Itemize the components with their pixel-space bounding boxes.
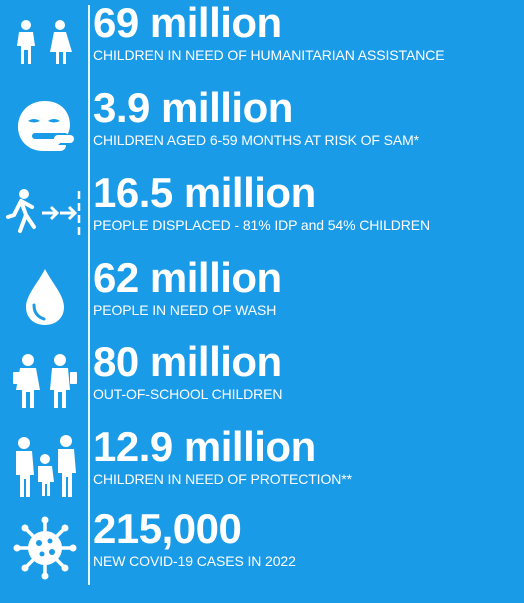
- stat-row: 215,000 NEW COVID-19 CASES IN 2022: [0, 508, 524, 588]
- stat-label: OUT-OF-SCHOOL CHILDREN: [93, 386, 283, 402]
- water-drop-icon: [4, 257, 86, 337]
- stat-row: 69 million CHILDREN IN NEED OF HUMANITAR…: [0, 2, 524, 82]
- stat-row: 16.5 million PEOPLE DISPLACED - 81% IDP …: [0, 172, 524, 252]
- stat-value: 12.9 million: [93, 423, 316, 470]
- stat-value: 16.5 million: [93, 169, 316, 216]
- stat-label: CHILDREN AGED 6-59 MONTHS AT RISK OF SAM…: [93, 132, 420, 148]
- displaced-person-icon: [4, 172, 86, 252]
- stat-row: 12.9 million CHILDREN IN NEED OF PROTECT…: [0, 426, 524, 506]
- stat-label: PEOPLE DISPLACED - 81% IDP and 54% CHILD…: [93, 217, 431, 233]
- divider-line: [88, 5, 90, 585]
- stat-value: 3.9 million: [93, 84, 293, 131]
- children-icon: [4, 2, 86, 82]
- stat-value: 62 million: [93, 254, 282, 301]
- stat-label: NEW COVID-19 CASES IN 2022: [93, 553, 296, 569]
- stat-label: CHILDREN IN NEED OF HUMANITARIAN ASSISTA…: [93, 47, 445, 63]
- stat-label: CHILDREN IN NEED OF PROTECTION**: [93, 471, 352, 487]
- stat-label: PEOPLE IN NEED OF WASH: [93, 302, 277, 318]
- stat-value: 215,000: [93, 505, 242, 552]
- schoolchildren-icon: [4, 341, 86, 421]
- stat-row: 3.9 million CHILDREN AGED 6-59 MONTHS AT…: [0, 87, 524, 167]
- family-icon: [4, 426, 86, 506]
- virus-icon: [4, 508, 86, 588]
- stat-row: 80 million OUT-OF-SCHOOL CHILDREN: [0, 341, 524, 421]
- stat-value: 80 million: [93, 338, 282, 385]
- baby-face-icon: [4, 87, 86, 167]
- stat-row: 62 million PEOPLE IN NEED OF WASH: [0, 257, 524, 337]
- stat-value: 69 million: [93, 0, 282, 46]
